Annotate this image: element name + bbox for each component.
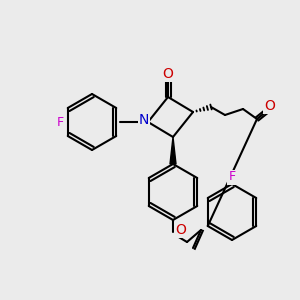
Text: O: O (176, 223, 186, 237)
Text: F: F (228, 170, 236, 184)
Text: N: N (139, 113, 149, 127)
Text: O: O (163, 67, 173, 81)
Text: F: F (56, 116, 64, 128)
Text: O: O (265, 99, 275, 113)
Polygon shape (170, 137, 176, 164)
